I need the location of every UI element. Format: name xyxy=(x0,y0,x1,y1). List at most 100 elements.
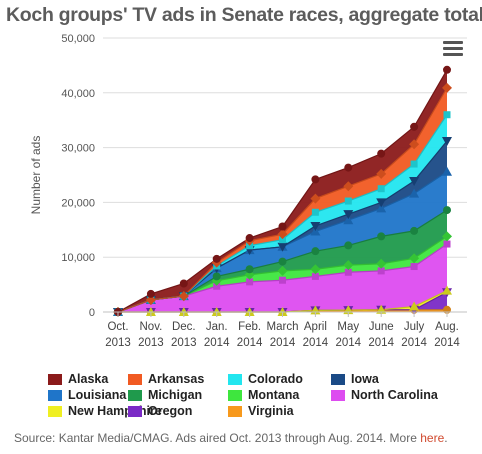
x-tick-label: Aug. xyxy=(435,321,459,333)
legend-swatch xyxy=(48,405,62,417)
x-tick-label: May xyxy=(337,321,359,333)
x-tick-label: 2014 xyxy=(237,337,263,349)
data-point xyxy=(278,257,287,266)
data-point xyxy=(246,278,254,286)
x-tick-label: 2014 xyxy=(204,337,230,349)
data-point xyxy=(443,240,451,248)
legend-label: Iowa xyxy=(351,372,379,386)
data-point xyxy=(409,177,420,187)
data-point xyxy=(442,231,452,242)
data-point xyxy=(442,285,452,295)
data-point xyxy=(409,188,420,198)
legend-swatch xyxy=(48,373,62,385)
data-point xyxy=(376,203,387,213)
legend-swatch xyxy=(331,373,345,385)
legend-swatch xyxy=(128,389,142,401)
chart-plot: 0 10,000 20,000 30,000 40,000 50,000 Number of… xyxy=(29,33,467,349)
data-point xyxy=(410,226,419,235)
legend-item-north-carolina[interactable]: North Carolina xyxy=(331,388,438,402)
data-point xyxy=(178,291,189,302)
legend-item-louisiana[interactable]: Louisiana xyxy=(48,388,126,402)
source-note: Source: Kantar Media/CMAG. Ads aired Oct… xyxy=(14,431,482,445)
data-point xyxy=(443,111,451,119)
legend-swatch xyxy=(228,373,242,385)
legend-item-virginia[interactable]: Virginia xyxy=(228,404,294,418)
x-tick-label: 2014 xyxy=(401,337,427,349)
data-point xyxy=(376,258,387,269)
legend-swatch xyxy=(48,389,62,401)
chart-legend: Alaska Arkansas Colorado Iowa Louisiana Michi… xyxy=(48,372,482,420)
area-north-carolina xyxy=(118,244,447,312)
legend-swatch xyxy=(228,389,242,401)
data-point xyxy=(377,149,386,158)
x-tick-label: Jan. xyxy=(206,321,228,333)
data-point xyxy=(376,198,387,208)
data-point xyxy=(377,232,386,241)
legend-item-iowa[interactable]: Iowa xyxy=(331,372,379,386)
menu-line xyxy=(443,47,463,50)
data-point xyxy=(310,264,321,275)
data-point xyxy=(277,265,288,276)
data-point xyxy=(343,260,354,271)
data-point xyxy=(344,197,352,205)
x-tick-label: Nov. xyxy=(140,321,163,333)
legend-label: Arkansas xyxy=(148,372,205,386)
source-link[interactable]: here xyxy=(420,431,445,445)
data-point xyxy=(278,222,287,231)
data-point xyxy=(442,166,452,176)
legend-item-colorado[interactable]: Colorado xyxy=(228,372,303,386)
chart-menu-icon[interactable] xyxy=(443,41,463,57)
data-point xyxy=(377,267,385,275)
data-point xyxy=(145,294,156,305)
legend-item-oregon[interactable]: Oregon xyxy=(128,404,192,418)
data-point xyxy=(344,163,353,172)
menu-line xyxy=(443,41,463,44)
x-tick-label: 2014 xyxy=(303,337,329,349)
y-tick-label: 10,000 xyxy=(61,252,95,264)
x-tick-label: 2013 xyxy=(138,337,164,349)
legend-label: Alaska xyxy=(68,372,109,386)
data-point xyxy=(377,185,385,193)
data-point xyxy=(376,168,387,179)
legend-swatch xyxy=(331,389,345,401)
data-point xyxy=(311,175,320,184)
legend-item-arkansas[interactable]: Arkansas xyxy=(128,372,204,386)
data-point xyxy=(409,253,420,264)
data-point xyxy=(212,272,221,281)
data-point xyxy=(310,193,321,204)
y-tick-label: 40,000 xyxy=(61,88,95,100)
menu-line xyxy=(443,53,463,56)
data-point xyxy=(409,139,420,150)
legend-item-montana[interactable]: Montana xyxy=(228,388,299,402)
data-point xyxy=(213,282,221,290)
source-text: Source: Kantar Media/CMAG. Ads aired Oct… xyxy=(14,431,417,445)
legend-item-michigan[interactable]: Michigan xyxy=(128,388,202,402)
x-tick-label: June xyxy=(369,321,394,333)
data-point xyxy=(442,137,452,147)
data-point xyxy=(344,241,353,250)
data-point xyxy=(245,234,254,243)
legend-label: Montana xyxy=(248,388,300,402)
source-end: . xyxy=(444,431,448,445)
data-point xyxy=(279,236,286,244)
data-point xyxy=(212,254,221,263)
data-point xyxy=(311,208,319,216)
data-point xyxy=(343,210,354,220)
x-tick-label: 2014 xyxy=(434,337,460,349)
data-point xyxy=(344,268,352,276)
data-point xyxy=(442,82,452,93)
data-point xyxy=(311,272,319,280)
x-tick-label: Feb. xyxy=(238,321,261,333)
data-point xyxy=(310,221,321,231)
data-point xyxy=(277,242,288,252)
x-tick-label: Oct. xyxy=(107,321,128,333)
x-tick-label: 2014 xyxy=(336,337,362,349)
data-point xyxy=(245,265,254,274)
data-point xyxy=(146,289,155,298)
data-point xyxy=(179,279,188,288)
legend-item-alaska[interactable]: Alaska xyxy=(48,372,108,386)
legend-label: Oregon xyxy=(148,404,193,418)
data-point xyxy=(343,215,354,225)
legend-label: Colorado xyxy=(248,372,303,386)
x-tick-label: 2014 xyxy=(368,337,394,349)
